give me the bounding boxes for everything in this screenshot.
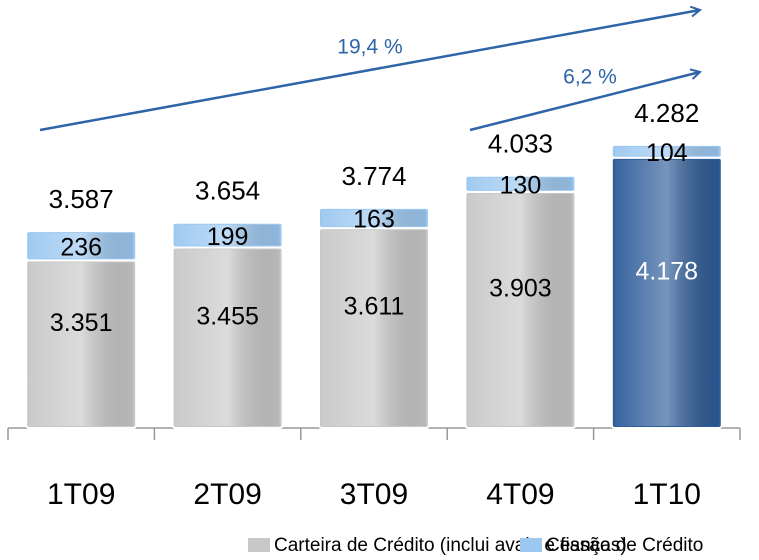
bar-shine xyxy=(468,193,573,426)
legend-swatch xyxy=(520,538,542,552)
total-label: 3.654 xyxy=(195,176,260,206)
data-label: 130 xyxy=(500,171,542,199)
x-tick-label: 1T09 xyxy=(47,478,115,511)
total-label: 3.587 xyxy=(49,184,114,214)
bar-shine xyxy=(614,159,719,426)
x-tick-label: 4T09 xyxy=(486,478,554,511)
growth-arrow xyxy=(39,10,700,132)
bar-shine xyxy=(614,146,719,156)
data-label: 236 xyxy=(60,233,102,261)
x-tick-label: 2T09 xyxy=(193,478,261,511)
bar-shine xyxy=(175,224,280,246)
data-label: 3.611 xyxy=(344,293,405,321)
total-label: 3.774 xyxy=(341,161,406,191)
legend-swatch xyxy=(248,538,270,552)
data-label: 3.351 xyxy=(50,309,113,337)
annotation: 6,2 % xyxy=(563,66,617,89)
bar-shine xyxy=(175,249,280,426)
data-label: 104 xyxy=(646,139,688,167)
total-label: 4.282 xyxy=(634,98,699,128)
bar-shine xyxy=(322,209,426,227)
x-tick-label: 3T09 xyxy=(340,478,408,511)
annotation: 19,4 % xyxy=(337,36,402,59)
data-label: 3.903 xyxy=(489,275,552,303)
data-label: 163 xyxy=(353,206,395,234)
bar-shine xyxy=(29,233,134,259)
bar-shine xyxy=(468,177,573,190)
x-tick-label: 1T10 xyxy=(633,478,701,511)
data-label: 3.455 xyxy=(196,302,259,330)
total-label: 4.033 xyxy=(488,129,553,159)
legend-label: Cessão de Crédito xyxy=(546,535,703,556)
growth-arrow xyxy=(469,72,700,132)
data-label: 4.178 xyxy=(636,258,699,286)
bar-shine xyxy=(322,230,426,426)
data-label: 199 xyxy=(207,223,249,251)
bar-shine xyxy=(29,262,134,426)
